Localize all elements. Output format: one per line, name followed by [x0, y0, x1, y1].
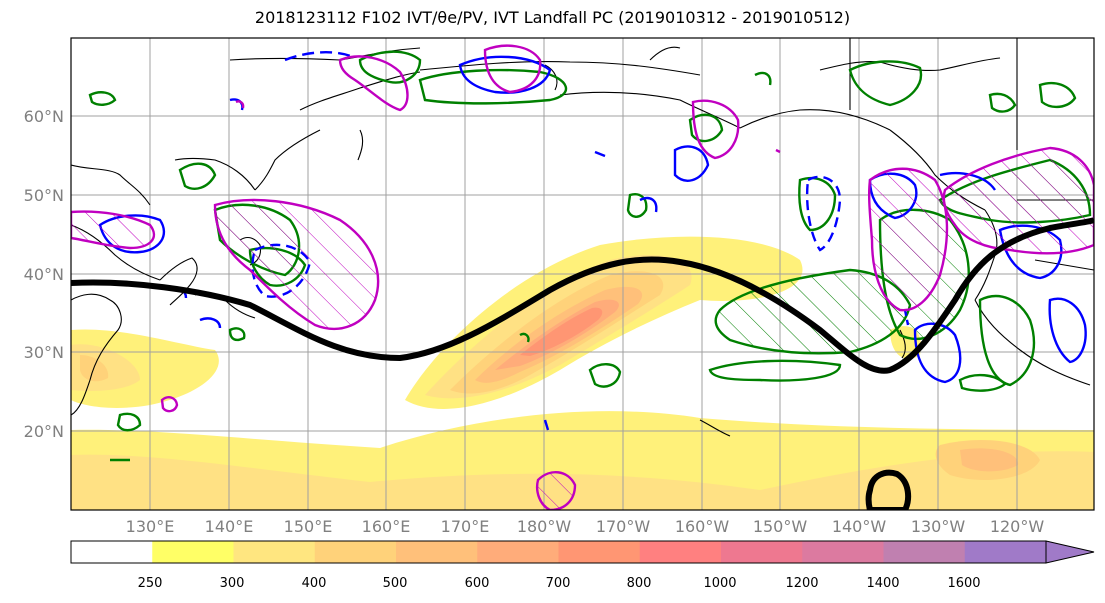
lon-label-140e: 140°E — [205, 517, 254, 536]
pv-closed-contour — [865, 469, 912, 510]
map-plot-area — [71, 38, 1094, 510]
colorbar-swatch — [396, 541, 478, 563]
colorbar-swatch — [639, 541, 722, 563]
lat-label-30: 30°N — [24, 343, 64, 362]
lon-label-120w: 120°W — [990, 517, 1045, 536]
lon-label-160e: 160°E — [362, 517, 411, 536]
colorbar-tick-800: 800 — [627, 576, 652, 591]
colorbar-swatch — [883, 541, 966, 563]
colorbar-swatches — [71, 541, 1047, 563]
colorbar-extend-arrow — [1045, 540, 1095, 564]
lon-label-170w: 170°W — [596, 517, 651, 536]
colorbar-tick-1600: 1600 — [947, 576, 980, 591]
colorbar-swatch — [233, 541, 316, 563]
lat-label-50: 50°N — [24, 186, 64, 205]
lon-label-160w: 160°W — [675, 517, 730, 536]
colorbar: 250 300 400 500 600 700 800 1000 1200 14… — [70, 540, 1095, 591]
ivt-shading — [71, 236, 1094, 510]
lon-label-130w: 130°W — [911, 517, 966, 536]
magenta-contours — [71, 44, 1094, 510]
lon-label-140w: 140°W — [832, 517, 887, 536]
colorbar-swatch — [721, 541, 803, 563]
lat-label-20: 20°N — [24, 422, 64, 441]
lon-label-130e: 130°E — [126, 517, 175, 536]
lon-label-150w: 150°W — [753, 517, 808, 536]
colorbar-swatch — [152, 541, 234, 563]
colorbar-tick-400: 400 — [302, 576, 327, 591]
pv-contour-line — [71, 217, 1094, 374]
map-frame — [70, 37, 1095, 511]
lon-label-180w: 180°W — [517, 517, 572, 536]
colorbar-tick-1200: 1200 — [785, 576, 818, 591]
colorbar-swatch — [558, 541, 641, 563]
colorbar-swatch — [964, 541, 1047, 563]
colorbar-frame — [70, 540, 1047, 564]
colorbar-tick-300: 300 — [220, 576, 245, 591]
colorbar-tick-500: 500 — [383, 576, 408, 591]
lat-label-40: 40°N — [24, 265, 64, 284]
lat-label-60: 60°N — [24, 107, 64, 126]
map-title: 2018123112 F102 IVT/θe/PV, IVT Landfall … — [254, 8, 851, 27]
colorbar-swatch — [802, 541, 884, 563]
latitude-labels: 60°N 50°N 40°N 30°N 20°N — [24, 107, 64, 441]
colorbar-swatch — [477, 541, 559, 563]
colorbar-tick-600: 600 — [465, 576, 490, 591]
colorbar-tick-700: 700 — [546, 576, 571, 591]
lon-label-150e: 150°E — [284, 517, 333, 536]
colorbar-swatch — [314, 541, 397, 563]
colorbar-tick-1400: 1400 — [866, 576, 899, 591]
colorbar-ticks: 250 300 400 500 600 700 800 1000 1200 14… — [138, 576, 981, 591]
longitude-labels: 130°E 140°E 150°E 160°E 170°E 180°W 170°… — [126, 517, 1045, 536]
colorbar-tick-1000: 1000 — [703, 576, 736, 591]
colorbar-swatch — [71, 541, 153, 563]
lon-label-170e: 170°E — [441, 517, 490, 536]
colorbar-tick-250: 250 — [138, 576, 163, 591]
